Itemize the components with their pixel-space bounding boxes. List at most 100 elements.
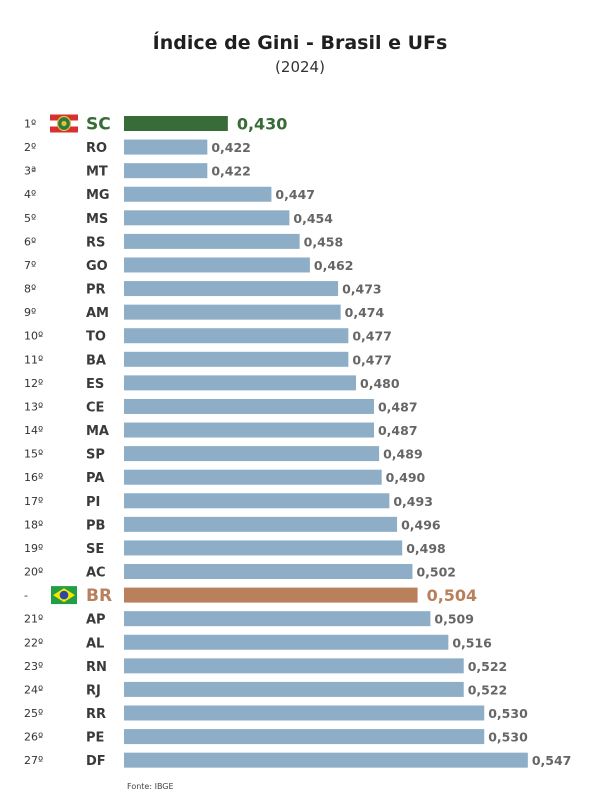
rank-label: 2º [24, 141, 36, 154]
rank-label: 20º [24, 566, 43, 579]
bar [124, 422, 374, 438]
data-label: 0,487 [378, 423, 418, 438]
bar [124, 446, 380, 462]
data-label: 0,474 [345, 305, 385, 320]
rank-label: 9º [24, 306, 36, 319]
category-label: AP [86, 613, 106, 628]
flag-globe [59, 590, 69, 600]
data-label: 0,516 [452, 635, 492, 650]
rank-label: 21º [24, 613, 43, 626]
chart-subtitle: (2024) [275, 58, 325, 76]
rank-label: 25º [24, 707, 43, 720]
bar [124, 564, 413, 580]
bar [124, 658, 464, 674]
bar [124, 540, 403, 556]
category-label: MA [86, 424, 109, 439]
flag-star [61, 120, 67, 127]
category-label: GO [86, 259, 108, 274]
bar [124, 281, 339, 297]
data-label: 0,530 [488, 706, 528, 721]
category-label: AC [86, 566, 106, 581]
bar [124, 233, 300, 249]
rank-label: 15º [24, 448, 43, 461]
rank-label: 23º [24, 660, 43, 673]
category-label: CE [86, 400, 104, 415]
bar [124, 328, 349, 344]
rank-label: 10º [24, 330, 43, 343]
bar [124, 634, 449, 650]
rank-label: 18º [24, 518, 43, 531]
rank-label: 17º [24, 495, 43, 508]
data-label: 0,454 [293, 211, 333, 226]
bar [124, 587, 418, 603]
category-label: ES [86, 377, 104, 392]
rank-label: 8º [24, 283, 36, 296]
bar [124, 351, 349, 367]
category-label: RN [86, 660, 107, 675]
rank-label: 12º [24, 377, 43, 390]
bar [124, 304, 341, 320]
rank-label: 27º [24, 754, 43, 767]
category-label: MT [86, 165, 108, 180]
bar [124, 752, 528, 768]
rank-label: 26º [24, 731, 43, 744]
category-label: RJ [86, 683, 101, 698]
data-label: 0,490 [386, 470, 426, 485]
rank-label: 22º [24, 636, 43, 649]
data-label: 0,430 [237, 115, 288, 134]
data-label: 0,504 [427, 586, 478, 605]
data-label: 0,547 [532, 753, 572, 768]
bar [124, 493, 390, 509]
category-label: RR [86, 707, 106, 722]
category-label: RS [86, 235, 105, 250]
data-label: 0,530 [488, 730, 528, 745]
rank-label: 24º [24, 683, 43, 696]
rank-label: 6º [24, 235, 36, 248]
bar [124, 139, 208, 155]
rank-label: 16º [24, 471, 43, 484]
data-label: 0,480 [360, 376, 400, 391]
rank-label: 19º [24, 542, 43, 555]
category-label: PA [86, 471, 104, 486]
bar [124, 163, 208, 179]
brazil-flag-icon [51, 586, 77, 605]
bar [124, 210, 290, 226]
bar [124, 611, 431, 627]
data-label: 0,447 [275, 187, 315, 202]
category-label: PR [86, 283, 106, 298]
data-label: 0,458 [304, 234, 344, 249]
bar [124, 375, 357, 391]
gini-bar-chart: 1º SC 0,430 2º RO 0,422 3ª MT 0,422 4º MG 0,447 5º MS… [24, 114, 572, 769]
data-label: 0,422 [211, 164, 251, 179]
data-label: 0,493 [393, 494, 433, 509]
bar [124, 116, 228, 131]
data-label: 0,498 [406, 541, 446, 556]
data-label: 0,489 [383, 447, 423, 462]
category-label: MS [86, 212, 108, 227]
data-label: 0,487 [378, 399, 418, 414]
category-label: BR [86, 586, 112, 606]
category-label: PE [86, 731, 104, 746]
data-label: 0,422 [211, 140, 251, 155]
rank-label: 13º [24, 400, 43, 413]
bar [124, 186, 272, 202]
bar [124, 516, 398, 532]
category-label: SE [86, 542, 104, 557]
rank-label: 1º [24, 118, 36, 131]
category-label: SC [86, 115, 111, 135]
bar [124, 681, 464, 697]
bar [124, 729, 485, 745]
rank-label: 7º [24, 259, 36, 272]
data-label: 0,496 [401, 517, 441, 532]
category-label: MG [86, 188, 110, 203]
bar [124, 398, 374, 414]
chart-title: Índice de Gini - Brasil e UFs [152, 32, 448, 54]
category-label: SP [86, 448, 105, 463]
data-label: 0,462 [314, 258, 354, 273]
rank-label: 5º [24, 212, 36, 225]
rank-label: - [24, 589, 28, 602]
data-label: 0,502 [416, 565, 456, 580]
category-label: BA [86, 353, 106, 368]
data-label: 0,522 [468, 659, 508, 674]
data-label: 0,522 [468, 682, 508, 697]
